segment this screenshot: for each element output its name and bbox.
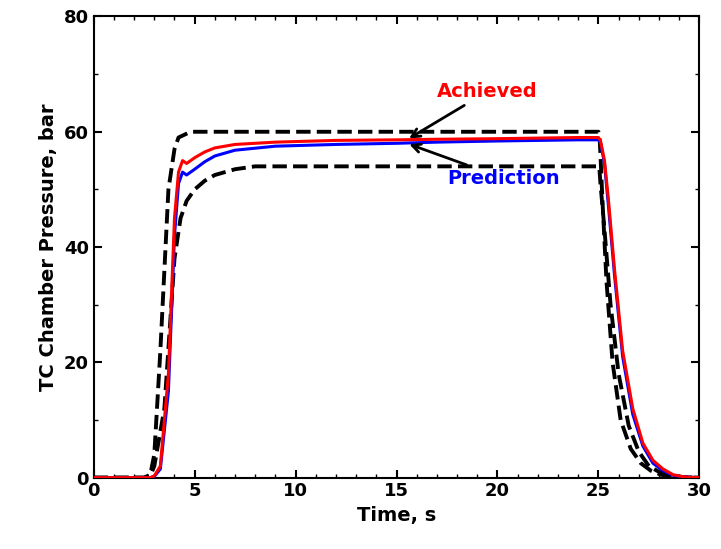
Y-axis label: TC Chamber Pressure, bar: TC Chamber Pressure, bar — [39, 103, 58, 391]
Text: Prediction: Prediction — [412, 144, 559, 188]
Text: Achieved: Achieved — [412, 82, 538, 137]
X-axis label: Time, s: Time, s — [357, 506, 436, 525]
